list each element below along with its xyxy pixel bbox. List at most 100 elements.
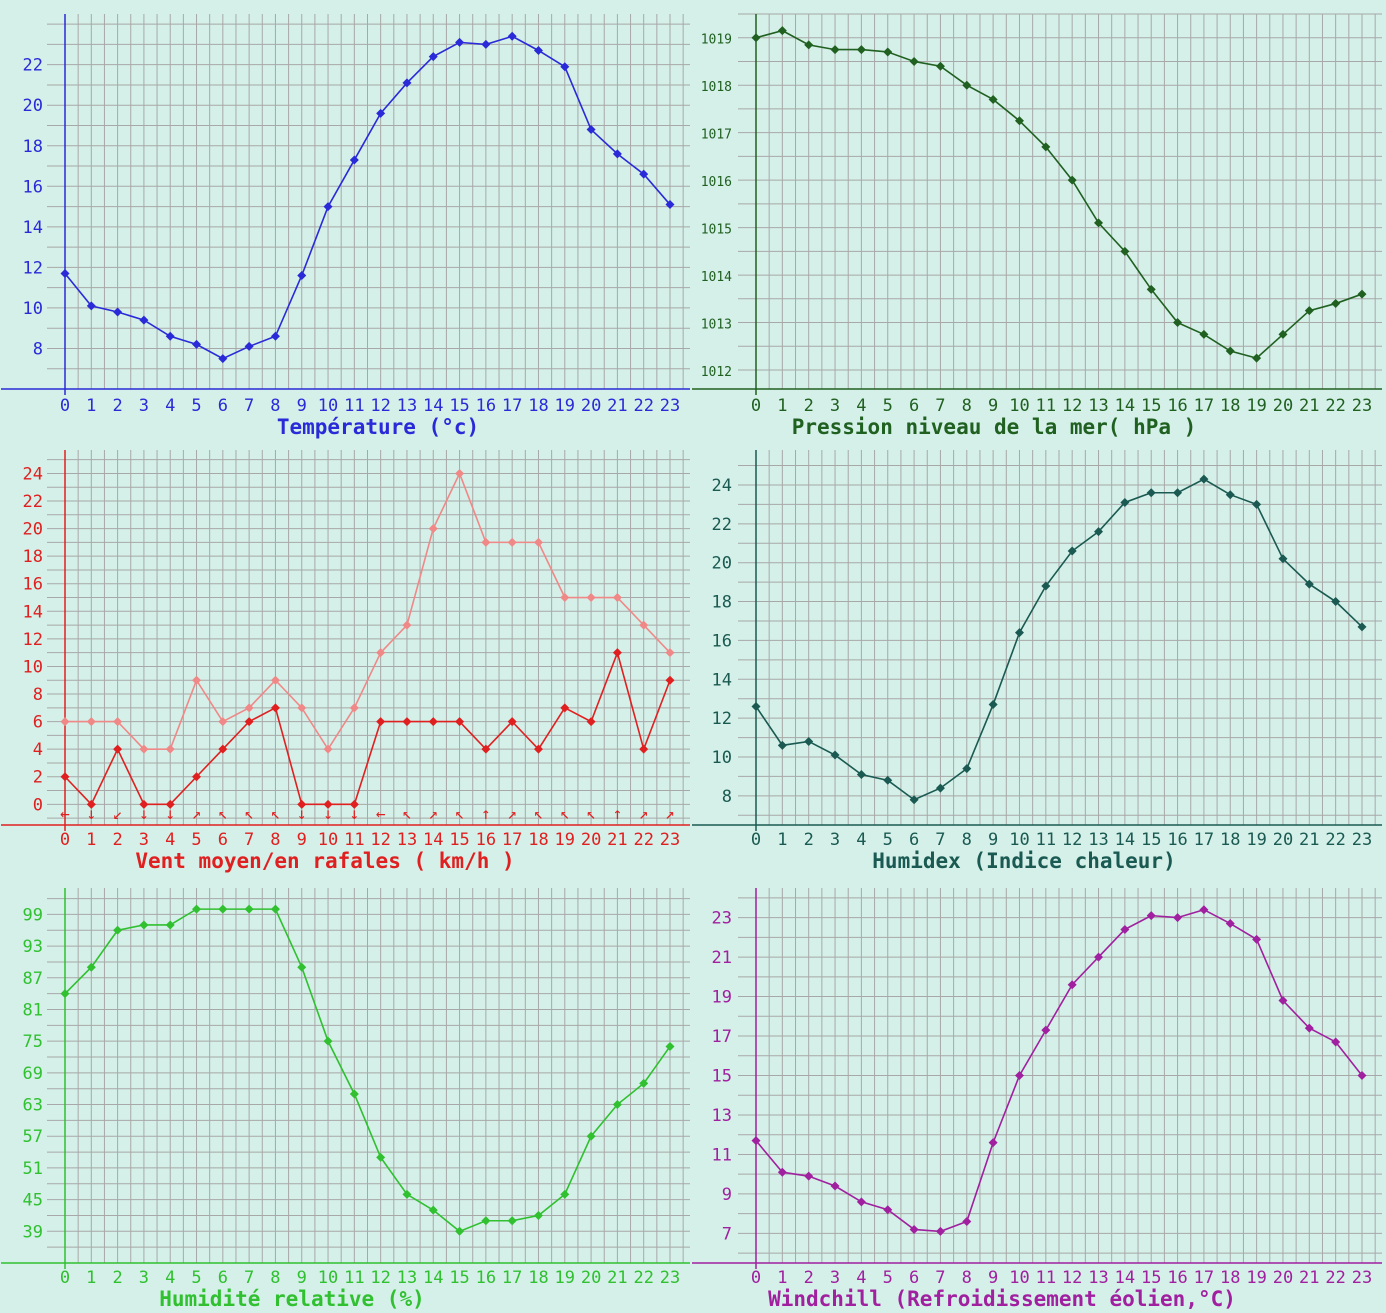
x-tick-label: 3: [139, 1268, 149, 1288]
y-tick-label: 39: [23, 1222, 43, 1242]
x-tick-label: 9: [297, 830, 307, 850]
y-tick-label: 20: [23, 520, 43, 540]
data-point: [481, 537, 491, 547]
data-point: [323, 1036, 333, 1046]
x-tick-label: 5: [883, 396, 893, 416]
data-point: [507, 1216, 517, 1226]
x-tick-label: 15: [449, 1268, 469, 1288]
data-point: [1041, 142, 1051, 152]
x-tick-label: 20: [581, 830, 601, 850]
y-tick-label: 63: [23, 1096, 43, 1116]
chart-title: Humidité relative (%): [159, 1287, 425, 1311]
x-tick-label: 14: [423, 396, 443, 416]
data-point: [297, 799, 307, 809]
data-point: [1252, 499, 1262, 509]
x-tick-label: 12: [1062, 396, 1082, 416]
wind-direction-arrow: ↑: [481, 804, 491, 823]
data-point: [935, 61, 945, 71]
y-tick-label: 18: [23, 547, 43, 567]
data-point: [777, 1167, 787, 1177]
x-tick-label: 15: [1141, 396, 1161, 416]
data-point: [1357, 289, 1367, 299]
wind-direction-arrow: ↓: [86, 804, 96, 823]
data-point: [60, 989, 70, 999]
data-point: [533, 45, 543, 55]
wind-direction-arrow: ↓: [350, 804, 360, 823]
x-tick-label: 22: [1325, 1268, 1345, 1288]
x-tick-label: 18: [1220, 830, 1240, 850]
data-point: [1173, 488, 1183, 498]
data-point: [1014, 1071, 1024, 1080]
data-point: [830, 45, 840, 55]
data-point: [639, 744, 649, 754]
x-tick-label: 14: [423, 1268, 443, 1288]
x-tick-label: 18: [528, 1268, 548, 1288]
x-tick-label: 17: [1194, 830, 1214, 850]
x-tick-label: 5: [191, 830, 201, 850]
data-point: [777, 740, 787, 750]
x-tick-label: 6: [909, 830, 919, 850]
wind-direction-arrow: ↓: [323, 804, 333, 823]
x-tick-label: 15: [1141, 1268, 1161, 1288]
data-point: [1173, 913, 1183, 923]
data-point: [909, 56, 919, 66]
series-line: [755, 478, 1363, 801]
data-point: [113, 307, 123, 317]
y-tick-label: 18: [23, 137, 43, 157]
y-tick-label: 87: [23, 969, 43, 989]
y-tick-label: 75: [23, 1032, 43, 1052]
x-tick-label: 23: [1352, 396, 1372, 416]
x-tick-label: 23: [1352, 830, 1372, 850]
x-tick-label: 20: [1273, 1268, 1293, 1288]
wind-direction-arrow: ↓: [139, 804, 149, 823]
y-tick-label: 51: [23, 1159, 43, 1179]
x-tick-label: 15: [449, 396, 469, 416]
data-point: [751, 1136, 761, 1146]
data-point: [560, 703, 570, 713]
x-tick-label: 11: [344, 396, 364, 416]
data-point: [244, 341, 254, 351]
data-point: [988, 1138, 998, 1148]
data-point: [86, 962, 96, 972]
wind-direction-arrow: ↗: [639, 804, 649, 823]
x-tick-label: 16: [476, 830, 496, 850]
x-tick-label: 11: [344, 1268, 364, 1288]
chart-title: Humidex (Indice chaleur): [872, 849, 1175, 873]
y-tick-label: 17: [712, 1027, 732, 1047]
x-tick-label: 21: [607, 396, 627, 416]
data-point: [962, 1217, 972, 1227]
y-tick-label: 7: [722, 1224, 732, 1244]
data-point: [349, 703, 359, 713]
data-point: [428, 717, 438, 727]
x-tick-label: 9: [988, 1268, 998, 1288]
data-point: [533, 537, 543, 547]
x-tick-label: 3: [139, 396, 149, 416]
x-tick-label: 10: [318, 396, 338, 416]
data-point: [1331, 299, 1341, 309]
x-tick-label: 15: [1141, 830, 1161, 850]
x-tick-label: 10: [1009, 396, 1029, 416]
data-point: [586, 1131, 596, 1141]
y-tick-label: 99: [23, 905, 43, 925]
y-tick-label: 1016: [701, 175, 732, 190]
series-line: [64, 35, 671, 360]
data-point: [270, 904, 280, 914]
data-point: [297, 703, 307, 713]
y-tick-label: 57: [23, 1127, 43, 1147]
wind-direction-arrow: ↗: [665, 804, 675, 823]
x-tick-label: 0: [751, 1268, 761, 1288]
data-point: [139, 799, 149, 809]
x-tick-label: 0: [60, 830, 70, 850]
x-tick-label: 5: [883, 830, 893, 850]
wind-direction-arrow: ↗: [428, 804, 438, 823]
x-tick-label: 5: [883, 1268, 893, 1288]
x-tick-label: 17: [1194, 1268, 1214, 1288]
x-tick-label: 19: [555, 396, 575, 416]
data-point: [935, 783, 945, 793]
data-point: [639, 169, 649, 179]
data-point: [1173, 318, 1183, 328]
x-tick-label: 8: [270, 396, 280, 416]
